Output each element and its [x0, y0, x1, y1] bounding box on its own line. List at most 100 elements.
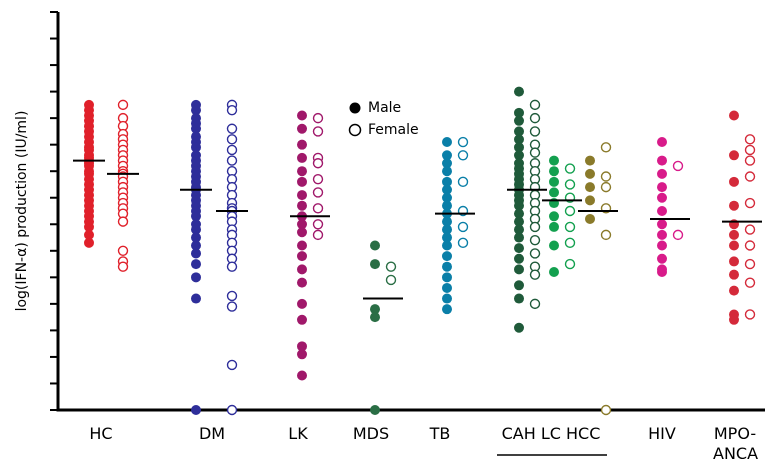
male-point	[514, 107, 524, 118]
male-point	[729, 240, 739, 251]
male-point	[370, 312, 380, 323]
male-point	[297, 139, 307, 150]
male-point	[729, 256, 739, 267]
male-point	[297, 341, 307, 352]
female-point	[600, 404, 612, 416]
male-point	[297, 200, 307, 211]
female-point	[312, 112, 324, 124]
male-point	[514, 264, 524, 275]
male-point	[442, 166, 452, 177]
female-point	[744, 309, 756, 320]
male-point	[729, 229, 739, 240]
male-point	[549, 187, 559, 198]
male-point	[657, 192, 667, 203]
x-tick-label: MDS	[352, 424, 390, 443]
female-point	[457, 176, 469, 188]
female-point	[672, 160, 684, 172]
female-point	[600, 142, 612, 153]
female-point	[312, 229, 324, 241]
male-point	[514, 126, 524, 137]
male-point	[549, 221, 559, 232]
male-point	[191, 272, 201, 283]
female-point	[564, 221, 576, 233]
female-point	[672, 229, 684, 241]
female-point	[564, 237, 576, 249]
male-point	[657, 155, 667, 166]
male-point	[657, 168, 667, 179]
female-point	[744, 240, 756, 251]
male-point	[297, 277, 307, 288]
female-point	[457, 221, 469, 233]
male-point	[729, 200, 739, 211]
x-tick-label: MPO-ANCA	[713, 424, 759, 463]
female-point	[312, 203, 324, 214]
female-point	[529, 99, 541, 111]
male-point	[84, 221, 94, 232]
female-point	[564, 163, 576, 174]
male-point	[549, 240, 559, 251]
male-point	[442, 158, 452, 169]
male-point	[514, 224, 524, 235]
male-point	[442, 282, 452, 293]
legend-marker	[348, 123, 362, 137]
female-point	[529, 298, 541, 310]
male-point	[370, 405, 380, 415]
female-point	[744, 197, 756, 209]
x-tick-label: HIV	[648, 424, 676, 443]
female-point	[529, 221, 541, 233]
male-point	[442, 216, 452, 227]
female-point	[529, 269, 541, 280]
female-point	[600, 171, 612, 182]
male-point	[585, 195, 595, 206]
male-point	[370, 259, 380, 270]
male-point	[442, 251, 452, 262]
male-point	[442, 150, 452, 161]
male-point	[191, 224, 201, 235]
male-point	[442, 192, 452, 203]
male-point	[514, 134, 524, 145]
male-point	[729, 176, 739, 187]
male-point	[191, 123, 201, 134]
male-point	[657, 240, 667, 251]
female-point	[226, 144, 238, 156]
male-point	[657, 182, 667, 193]
female-point	[226, 404, 238, 416]
female-point	[226, 261, 238, 272]
female-point	[312, 158, 324, 169]
male-point	[657, 219, 667, 230]
female-point	[117, 261, 129, 272]
x-tick-label: HC	[89, 424, 113, 443]
male-point	[442, 261, 452, 272]
male-point	[442, 272, 452, 283]
legend-marker	[349, 102, 361, 114]
y-axis-label: log(IFN-α) production (IU/ml)	[14, 111, 30, 312]
male-point	[442, 137, 452, 148]
male-point	[514, 115, 524, 126]
male-point	[585, 168, 595, 179]
male-point	[549, 267, 559, 278]
male-point	[84, 237, 94, 248]
male-point	[514, 293, 524, 304]
x-tick-label: DM	[198, 424, 226, 443]
male-point	[370, 304, 380, 315]
male-point	[297, 314, 307, 325]
male-point	[729, 314, 739, 325]
male-point	[442, 293, 452, 304]
female-point	[529, 112, 541, 124]
male-point	[729, 269, 739, 280]
female-point	[744, 171, 756, 182]
female-point	[457, 150, 469, 161]
female-point	[744, 155, 756, 166]
female-point	[564, 258, 576, 270]
male-point	[297, 166, 307, 177]
male-point	[514, 232, 524, 243]
male-point	[297, 190, 307, 201]
male-point	[514, 208, 524, 219]
female-point	[117, 99, 129, 111]
female-point	[226, 123, 238, 134]
male-point	[297, 298, 307, 309]
male-point	[297, 123, 307, 134]
male-point	[657, 267, 667, 278]
female-point	[312, 187, 324, 198]
male-point	[514, 200, 524, 211]
